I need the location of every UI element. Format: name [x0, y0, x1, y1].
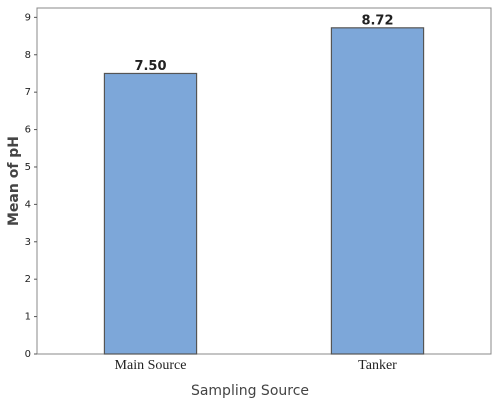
y-tick-label: 4 [25, 199, 31, 210]
y-tick-label: 3 [25, 237, 31, 248]
y-tick-label: 8 [25, 50, 31, 61]
y-tick-label: 1 [25, 312, 31, 323]
bar [103, 72, 198, 355]
x-tick-label: Main Source [115, 358, 187, 373]
bar [330, 27, 425, 355]
plot-frame [36, 7, 492, 355]
value-label: 8.72 [361, 13, 393, 28]
y-tick-label: 0 [25, 349, 31, 360]
y-axis-title: Mean of pH [6, 136, 22, 226]
y-tick-label: 2 [25, 274, 31, 285]
y-tick-label: 5 [25, 162, 31, 173]
y-tick-label: 7 [25, 87, 31, 98]
x-axis-title: Sampling Source [191, 383, 309, 399]
x-tick-label: Tanker [358, 358, 397, 373]
y-tick-label: 9 [25, 12, 31, 23]
value-label: 7.50 [134, 59, 166, 74]
y-tick-label: 6 [25, 125, 31, 136]
